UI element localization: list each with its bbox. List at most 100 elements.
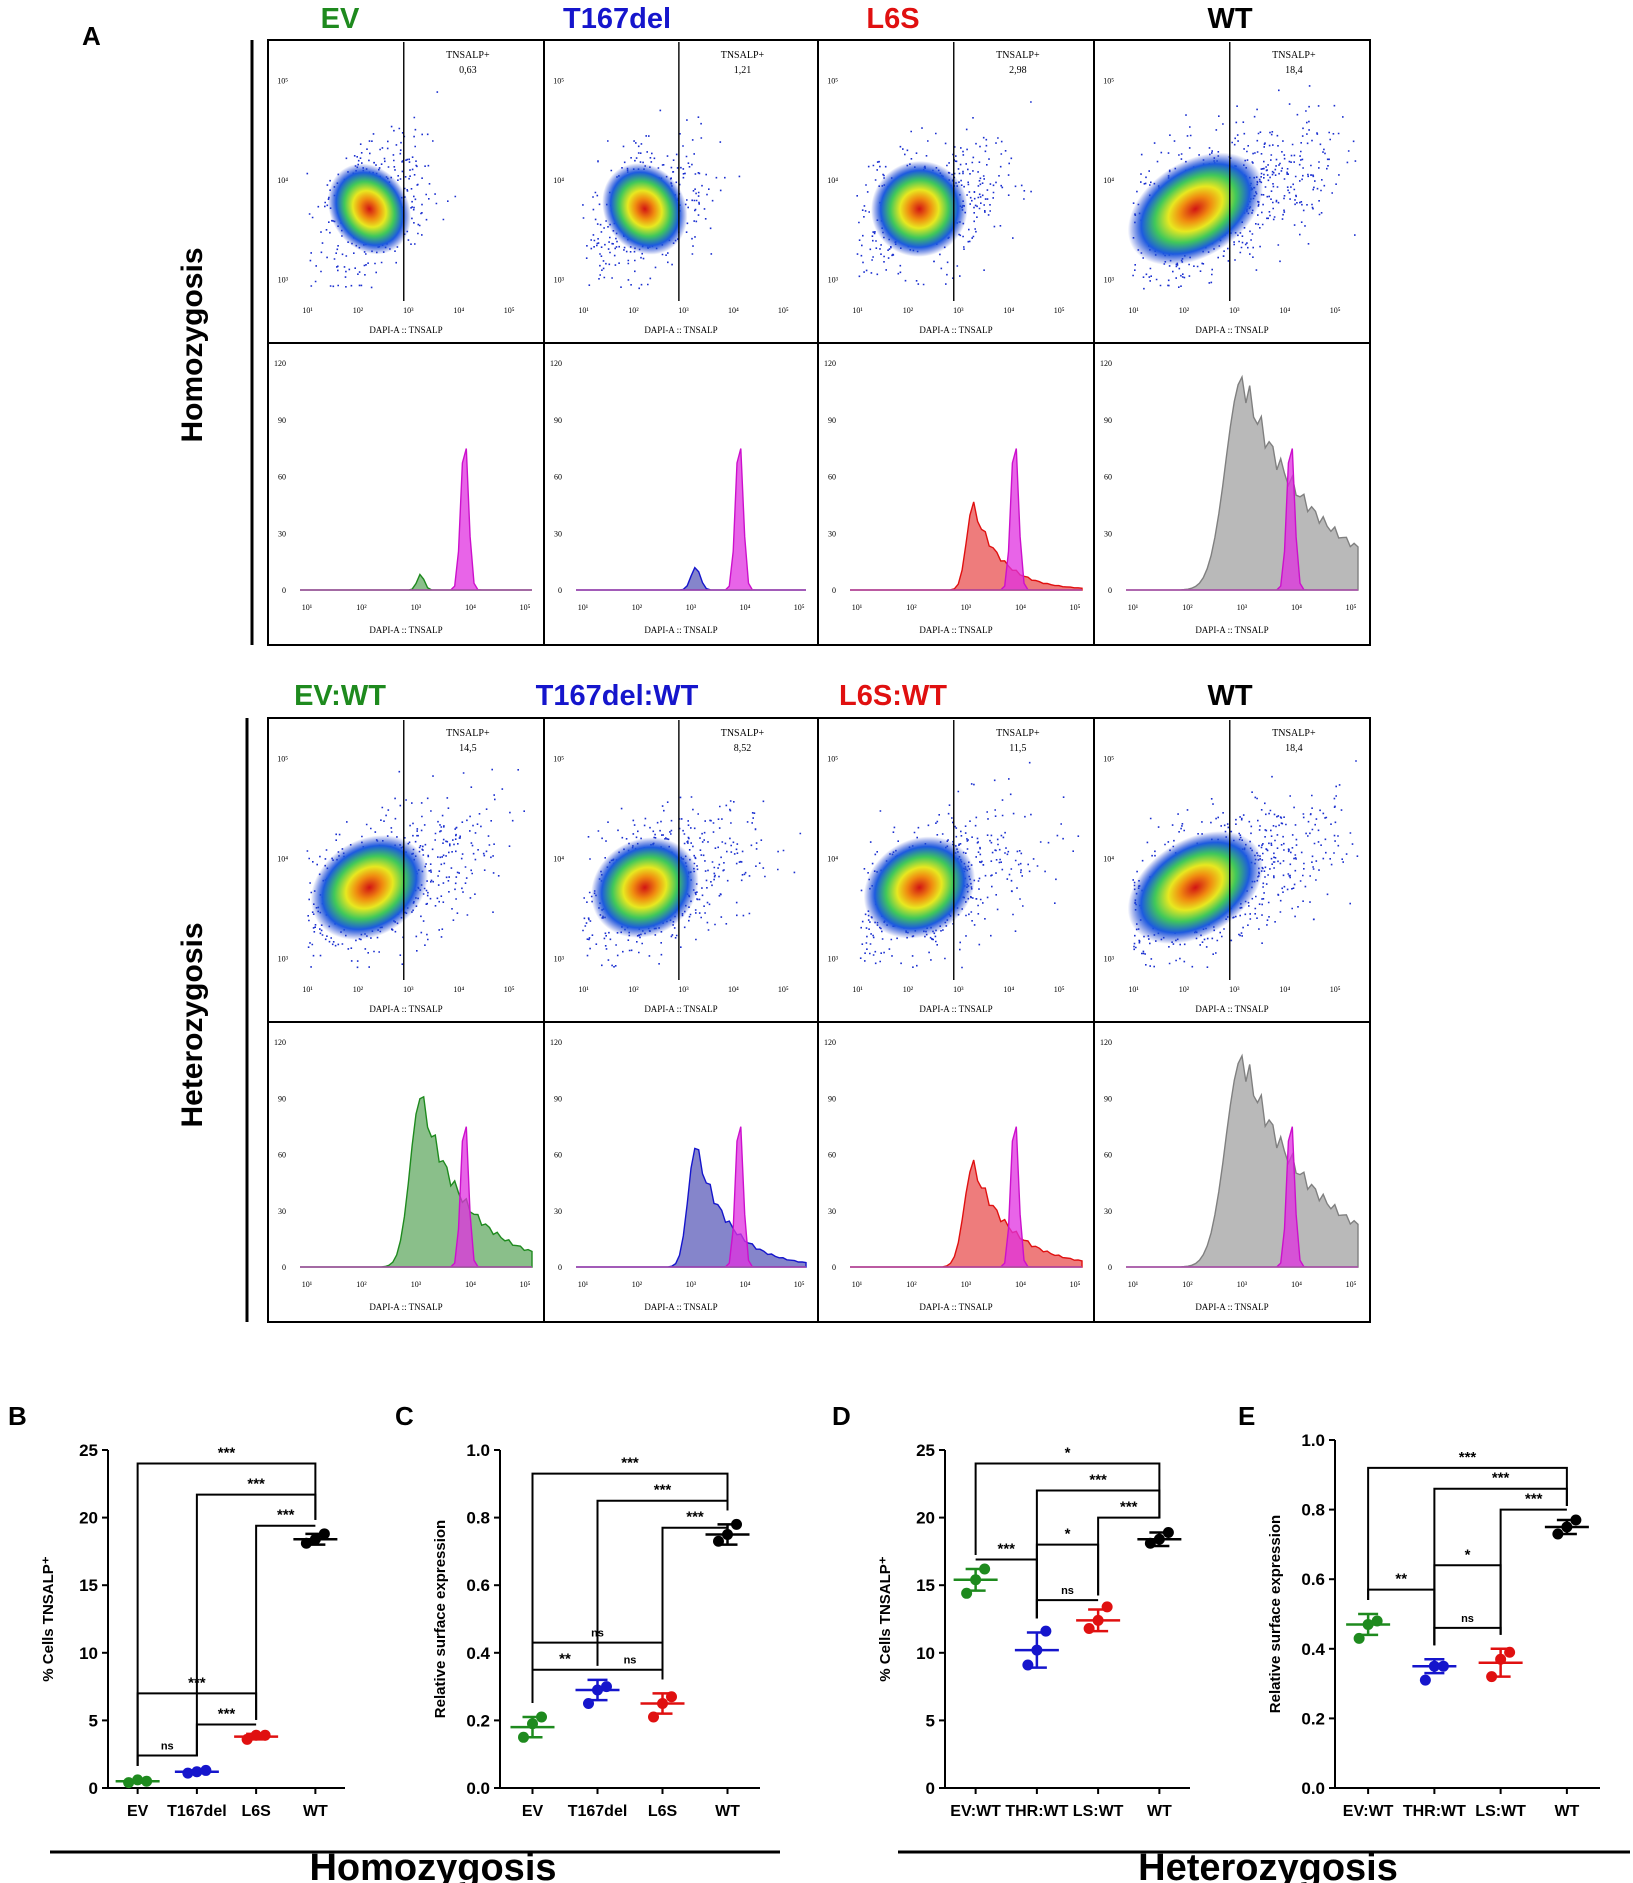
panel-label-e: E bbox=[1238, 1401, 1255, 1431]
chart-D-sig-5: ns bbox=[1061, 1585, 1074, 1597]
chart-C-point-0-1 bbox=[527, 1718, 538, 1730]
chart-B-ytick-4: 20 bbox=[79, 1509, 98, 1528]
homo-hist-xtick-0-3: 10⁴ bbox=[465, 603, 476, 612]
panel-label-d: D bbox=[832, 1401, 851, 1431]
chart-D-ytick-0: 0 bbox=[926, 1779, 935, 1798]
hetero-header-2: L6S:WT bbox=[839, 680, 947, 712]
hetero-hist-xtick-2-3: 10⁴ bbox=[1015, 1280, 1026, 1289]
hetero-hist-xtick-0-1: 10² bbox=[356, 1280, 367, 1289]
chart-B-point-3-2 bbox=[318, 1528, 330, 1540]
homo-scatter-xtick-0-1: 10² bbox=[353, 306, 364, 315]
chart-E-point-0-1 bbox=[1362, 1618, 1374, 1630]
hetero-hist-xtick-2-4: 10⁵ bbox=[1070, 1280, 1081, 1289]
chart-E-ytick-3: 0.6 bbox=[1301, 1570, 1325, 1589]
chart-C-point-1-0 bbox=[583, 1698, 594, 1709]
chart-B-ytick-3: 15 bbox=[79, 1576, 98, 1595]
chart-B-ytick-5: 25 bbox=[79, 1441, 98, 1460]
homo-gate-label-0: TNSALP+ bbox=[446, 50, 490, 61]
hetero-scatter-xtick-0-2: 10³ bbox=[403, 985, 414, 994]
heterozygosis-side-label: Heterozygosis bbox=[176, 922, 209, 1127]
chart-C-bracket-4 bbox=[531, 1668, 598, 1704]
homo-hist-xtick-3-4: 10⁵ bbox=[1346, 603, 1357, 612]
homo-scatter-xtick-0-3: 10⁴ bbox=[453, 306, 464, 315]
chart-D-bracket-5 bbox=[1035, 1599, 1099, 1619]
homo-hist-ytick-0-3: 90 bbox=[278, 416, 286, 425]
hetero-scatter-xtick-1-2: 10³ bbox=[678, 985, 689, 994]
hetero-scatter-xtick-2-0: 10¹ bbox=[852, 985, 863, 994]
flow-cytometry-grid: TNSALP+ 0,63 10³ 10⁴ 10⁵ 10¹ 10² 10³ 10⁴ 10⁵ DAPI-… bbox=[267, 39, 1371, 1323]
chart-B-ytick-0: 0 bbox=[89, 1779, 98, 1798]
hetero-hist-ytick-2-1: 30 bbox=[828, 1207, 836, 1216]
chart-E-ytick-0: 0.0 bbox=[1301, 1779, 1325, 1798]
homo-hist-xtick-1-4: 10⁵ bbox=[794, 603, 805, 612]
homo-hist-xtick-1-3: 10⁴ bbox=[740, 603, 751, 612]
hetero-hist-ytick-3-2: 60 bbox=[1104, 1151, 1112, 1160]
hetero-scatter-xlabel-3: DAPI-A :: TNSALP bbox=[1195, 1004, 1268, 1014]
hetero-hist-ytick-1-1: 30 bbox=[554, 1207, 562, 1216]
homo-scatter-xtick-2-1: 10² bbox=[903, 306, 914, 315]
hetero-scatter-xtick-0-1: 10² bbox=[353, 985, 364, 994]
hetero-hist-xtick-2-0: 10¹ bbox=[852, 1280, 863, 1289]
panel-label-b: B bbox=[8, 1401, 27, 1431]
chart-D-point-3-2 bbox=[1162, 1526, 1174, 1538]
hetero-hist-ytick-0-0: 0 bbox=[282, 1263, 286, 1272]
chart-C-ytick-2: 0.4 bbox=[466, 1644, 490, 1663]
chart-C-sig-3: ns bbox=[591, 1628, 604, 1640]
hetero-scatter-points-1 bbox=[582, 796, 802, 968]
chart-D-ylabel: % Cells TNSALP⁺ bbox=[877, 1556, 894, 1682]
hetero-scatter-xlabel-1: DAPI-A :: TNSALP bbox=[644, 1004, 717, 1014]
hetero-scatter-xtick-1-4: 10⁵ bbox=[778, 985, 789, 994]
homo-hist-ytick-1-2: 60 bbox=[554, 473, 562, 482]
chart-B-bracket-3 bbox=[136, 1692, 258, 1766]
chart-B-point-2-0 bbox=[241, 1733, 253, 1745]
hetero-gate-value-1: 8,52 bbox=[734, 743, 752, 754]
hetero-gate-value-0: 14,5 bbox=[459, 743, 477, 754]
chart-D-point-0-0 bbox=[961, 1587, 973, 1599]
homo-hist-ytick-2-2: 60 bbox=[828, 473, 836, 482]
homo-scatter-ytick-2-1: 10⁴ bbox=[827, 176, 838, 185]
homo-scatter-density-0 bbox=[327, 163, 412, 255]
homo-hist-xtick-3-2: 10³ bbox=[1237, 603, 1248, 612]
chart-D-xtick-2: LS:WT bbox=[1073, 1803, 1124, 1820]
homo-scatter-points-2 bbox=[856, 101, 1032, 286]
chart-D-ytick-4: 20 bbox=[916, 1509, 935, 1528]
chart-E-point-2-2 bbox=[1504, 1646, 1516, 1658]
homo-scatter-dots-3 bbox=[1132, 85, 1357, 290]
homo-scatter-points-1 bbox=[582, 109, 741, 290]
hetero-scatter-xtick-1-3: 10⁴ bbox=[728, 985, 739, 994]
chart-D-point-3-0 bbox=[1144, 1537, 1156, 1549]
homo-scatter-xtick-3-4: 10⁵ bbox=[1330, 306, 1341, 315]
homo-scatter-xtick-1-4: 10⁵ bbox=[778, 306, 789, 315]
chart-E-bracket-5 bbox=[1433, 1626, 1502, 1646]
chart-E-ylabel: Relative surface expression bbox=[1267, 1515, 1284, 1713]
chart-E-bracket-4 bbox=[1367, 1588, 1436, 1646]
chart-D-point-0-2 bbox=[979, 1563, 991, 1575]
hetero-scatter-ytick-1-2: 10⁵ bbox=[553, 755, 564, 764]
hetero-scatter-ytick-0-2: 10⁵ bbox=[277, 755, 288, 764]
chart-B-ylabel: % Cells TNSALP⁺ bbox=[40, 1556, 57, 1682]
homo-gate-value-2: 2,98 bbox=[1009, 65, 1027, 76]
hetero-scatter-xtick-1-1: 10² bbox=[628, 985, 639, 994]
chart-D: D 0 5 10 15 20 25 % Cells TNSALP⁺ EV:WT THR:WT LS:… bbox=[832, 1401, 1190, 1820]
homo-hist-xlabel-3: DAPI-A :: TNSALP bbox=[1195, 625, 1268, 635]
hetero-scatter-density-0 bbox=[310, 835, 429, 940]
hetero-scatter-ytick-2-2: 10⁵ bbox=[827, 755, 838, 764]
chart-C-point-2-1 bbox=[657, 1698, 668, 1709]
chart-B-point-0-0 bbox=[123, 1777, 135, 1789]
homo-scatter-ytick-1-2: 10⁵ bbox=[553, 77, 564, 86]
chart-E-xtick-2: LS:WT bbox=[1475, 1803, 1526, 1820]
hetero-hist-xtick-1-1: 10² bbox=[632, 1280, 643, 1289]
chart-D-ytick-1: 5 bbox=[926, 1711, 935, 1730]
hetero-hist-ytick-0-4: 120 bbox=[274, 1038, 286, 1047]
chart-E-point-0-0 bbox=[1353, 1632, 1365, 1644]
hetero-hist-ytick-1-3: 90 bbox=[554, 1094, 562, 1103]
homo-scatter-xtick-3-0: 10¹ bbox=[1128, 306, 1139, 315]
hetero-scatter-xtick-3-4: 10⁵ bbox=[1330, 985, 1341, 994]
chart-B: B 0 5 10 15 20 25 % Cells TNSALP⁺ EV T167del L6S WT… bbox=[8, 1401, 345, 1820]
homo-hist-ytick-3-1: 30 bbox=[1104, 529, 1112, 538]
homo-scatter-ytick-0-0: 10³ bbox=[278, 275, 289, 284]
homo-scatter-xtick-2-0: 10¹ bbox=[852, 306, 863, 315]
hetero-hist-xlabel-2: DAPI-A :: TNSALP bbox=[919, 1302, 992, 1312]
hetero-hist-ytick-3-0: 0 bbox=[1108, 1263, 1112, 1272]
chart-C-xtick-3: WT bbox=[715, 1803, 740, 1820]
